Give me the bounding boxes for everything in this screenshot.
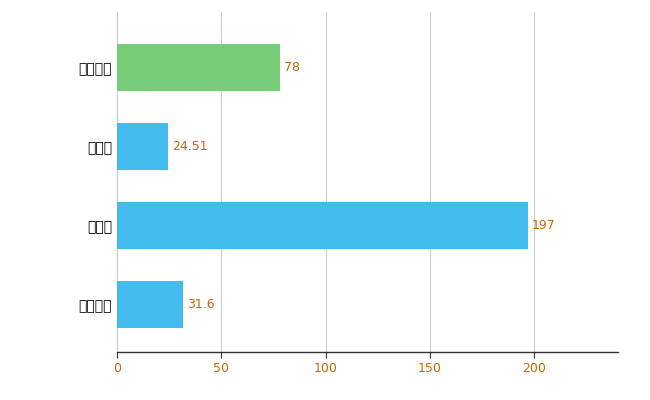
Text: 78: 78 [284,61,300,74]
Text: 24.51: 24.51 [172,140,208,153]
Bar [117,123,168,170]
Bar [117,202,528,249]
Bar [117,281,183,328]
Bar [117,44,280,91]
Text: 31.6: 31.6 [187,298,214,311]
Text: 197: 197 [532,219,556,232]
